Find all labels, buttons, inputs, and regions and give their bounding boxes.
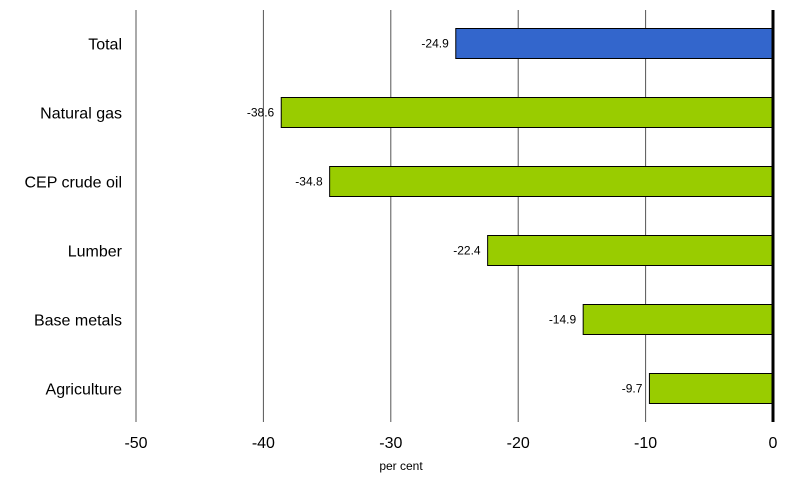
- bar-agriculture: [648, 373, 774, 404]
- x-axis-title: per cent: [379, 459, 423, 473]
- gridlines: [135, 10, 647, 422]
- bars: [280, 28, 774, 404]
- bar-natural-gas: [280, 97, 774, 128]
- data-label: -14.9: [549, 313, 577, 327]
- bar-lumber: [487, 235, 774, 266]
- data-label: -22.4: [453, 244, 481, 258]
- category-label: Agriculture: [46, 382, 123, 399]
- category-label: Total: [88, 37, 122, 54]
- data-label: -34.8: [295, 175, 323, 189]
- category-label: Base metals: [34, 313, 122, 330]
- bar-cep-crude-oil: [329, 166, 774, 197]
- x-tick-label: -50: [124, 435, 147, 452]
- bar-base-metals: [582, 304, 774, 335]
- category-labels: Total Natural gas CEP crude oil Lumber Base …: [24, 37, 122, 399]
- x-tick-label: -40: [252, 435, 275, 452]
- x-tick-label: -10: [634, 435, 657, 452]
- x-tick-label: -30: [379, 435, 402, 452]
- data-label: -38.6: [247, 106, 275, 120]
- data-labels: -24.9 -38.6 -34.8 -22.4 -14.9 -9.7: [247, 37, 643, 396]
- data-label: -9.7: [622, 382, 643, 396]
- category-label: Natural gas: [40, 106, 122, 123]
- data-label: -24.9: [421, 37, 449, 51]
- x-tick-label: -20: [507, 435, 530, 452]
- x-tick-label: 0: [769, 435, 778, 452]
- x-tick-labels: -50 -40 -30 -20 -10 0: [124, 435, 777, 452]
- category-label: Lumber: [68, 244, 123, 261]
- bar-total: [455, 28, 774, 59]
- category-label: CEP crude oil: [24, 175, 122, 192]
